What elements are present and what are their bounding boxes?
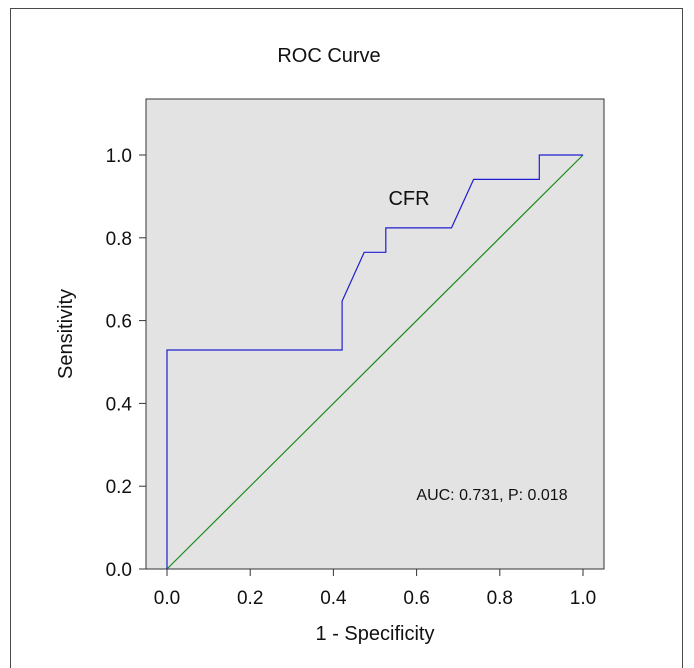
x-tick-label: 0.4 xyxy=(320,588,347,609)
y-axis: 0.0 0.2 0.4 0.6 0.8 1.0 xyxy=(106,146,146,581)
y-tick-label: 0.0 xyxy=(106,560,132,581)
chart-title: ROC Curve xyxy=(277,45,380,67)
x-tick-label: 1.0 xyxy=(570,588,596,609)
y-axis-label: Sensitivity xyxy=(55,289,77,379)
y-tick-label: 1.0 xyxy=(106,146,132,167)
curve-label: CFR xyxy=(388,188,429,210)
reference-diagonal-line xyxy=(166,154,584,570)
x-tick-label: 0.6 xyxy=(403,588,429,609)
series-group xyxy=(166,154,584,570)
y-tick-label: 0.6 xyxy=(106,312,132,333)
x-tick-label: 0.0 xyxy=(154,588,180,609)
y-tick-label: 0.2 xyxy=(106,477,132,498)
roc-curve-line xyxy=(166,154,583,569)
plot-area xyxy=(145,98,605,570)
x-axis-label: 1 - Specificity xyxy=(316,623,435,645)
x-tick-label: 0.2 xyxy=(237,588,263,609)
auc-annotation: AUC: 0.731, P: 0.018 xyxy=(416,487,567,504)
y-tick-label: 0.8 xyxy=(106,229,132,250)
x-tick-label: 0.8 xyxy=(487,588,513,609)
y-tick-label: 0.4 xyxy=(106,394,133,415)
x-axis: 0.0 0.2 0.4 0.6 0.8 1.0 xyxy=(154,569,596,609)
